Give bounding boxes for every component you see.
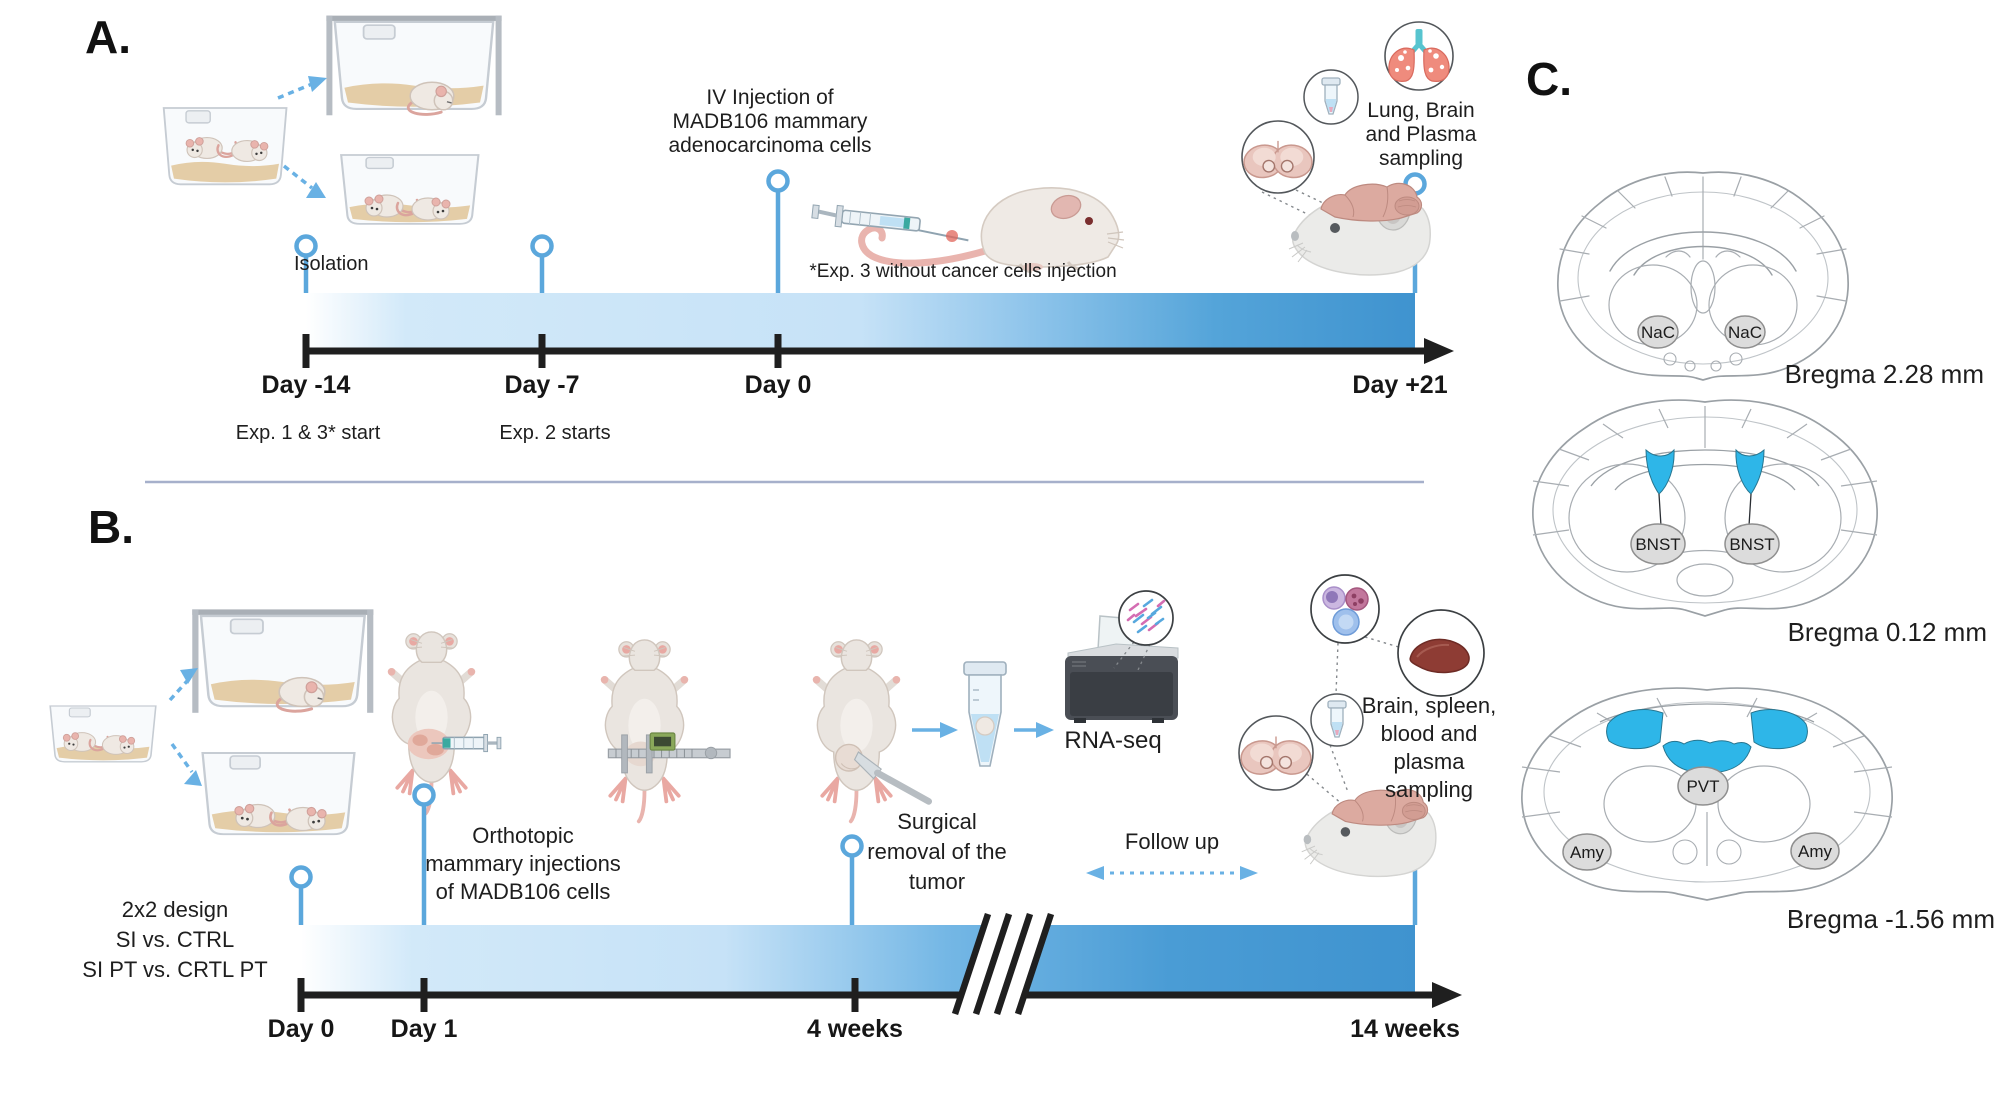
pin-marker-icon <box>769 172 788 191</box>
timeline-break-icon <box>951 912 1055 1016</box>
mammary-injection-rat-icon <box>388 632 502 813</box>
immune-cells-icon <box>1310 574 1380 644</box>
follow-up-label: Follow up <box>1124 829 1220 854</box>
tick-label-day-minus14: Day -14 <box>261 371 351 399</box>
iv-injection-label-line2: MADB106 mammary <box>672 110 868 133</box>
split-arrow-icon <box>168 668 202 786</box>
highlighted-region <box>1645 448 1675 495</box>
rnaseq-label: RNA-seq <box>1064 727 1162 754</box>
tick-label-b-4weeks: 4 weeks <box>807 1015 903 1043</box>
tick-label-day-0: Day 0 <box>744 371 812 399</box>
surgical-label-line3: tumor <box>908 869 966 894</box>
panel-b-cage-split <box>49 609 374 836</box>
pair-cage-icon <box>49 705 157 763</box>
isolation-label: Isolation <box>294 253 369 275</box>
rat-head-brain-icon <box>1288 182 1431 276</box>
tumor-removal-rat-icon <box>813 640 933 821</box>
tick-label-b-14weeks: 14 weeks <box>1350 1015 1460 1043</box>
timeline-a-bar <box>306 293 1415 351</box>
bregma-label-2: Bregma 0.12 mm <box>1787 617 1987 647</box>
orthotopic-label-line2: mammary injections <box>425 851 621 876</box>
panel-a-label: A. <box>85 11 131 63</box>
region-label-bubble <box>1677 766 1729 806</box>
bregma-label-1: Bregma 2.28 mm <box>1784 359 1984 389</box>
follow-up-arrow-icon <box>1086 866 1258 880</box>
iv-injection-label-line3: adenocarcinoma cells <box>668 134 872 157</box>
timeline-b <box>292 786 1462 1016</box>
tick-label-day-plus21: Day +21 <box>1352 371 1448 399</box>
highlighted-region <box>1735 448 1765 495</box>
pin-marker-icon <box>292 868 311 887</box>
region-label-amy-left: Amy <box>1570 843 1605 862</box>
surgical-label-line1: Surgical <box>897 809 977 834</box>
region-label-nac-right: NaC <box>1728 323 1762 342</box>
lungs-icon <box>1384 21 1454 91</box>
sampling-b-label-line1: Brain, spleen, <box>1361 693 1497 718</box>
region-label-bubble <box>1790 832 1840 870</box>
orthotopic-label-line1: Orthotopic <box>472 823 574 848</box>
region-label-bubble <box>1562 833 1612 871</box>
sampling-b-label-line2: blood and <box>1380 721 1478 746</box>
tick-label-day-minus7: Day -7 <box>504 371 580 399</box>
sampling-a-label-line3: sampling <box>1378 147 1464 170</box>
iv-injection-label-line1: IV Injection of <box>706 86 834 109</box>
surgical-label-line2: removal of the <box>867 839 1007 864</box>
orthotopic-label-line3: of MADB106 cells <box>435 879 611 904</box>
sampling-cluster-a <box>1241 21 1454 276</box>
caliper-measurement-rat-icon <box>601 640 731 821</box>
sample-tube-icon <box>963 661 1007 767</box>
design-label-line3: SI PT vs. CRTL PT <box>82 957 268 982</box>
sampling-b-label-line3: plasma <box>1393 749 1465 774</box>
region-label-bubble <box>1724 315 1766 349</box>
region-label-bnst-left: BNST <box>1635 535 1680 554</box>
design-label-line2: SI vs. CTRL <box>115 927 235 952</box>
sample-tube-icon <box>1303 69 1359 125</box>
sample-tube-icon <box>1310 693 1364 747</box>
sampling-a-label-line1: Lung, Brain <box>1367 99 1475 122</box>
spleen-icon <box>1397 609 1485 697</box>
rna-fragments-icon <box>1113 590 1174 671</box>
tick-label-b-day1: Day 1 <box>390 1015 458 1043</box>
region-label-bubble <box>1637 315 1679 349</box>
region-label-amy-right: Amy <box>1798 842 1833 861</box>
arrowhead-icon <box>1432 982 1462 1008</box>
timeline-a <box>297 172 1454 368</box>
brain-section-bregma-minus-1-56: PVT Amy Amy <box>1521 687 1893 901</box>
arrowhead-icon <box>1424 338 1454 364</box>
panel-a-cage-split <box>162 15 502 225</box>
pin-marker-icon <box>533 237 552 256</box>
sequencer-icon <box>1065 615 1179 723</box>
pin-marker-icon <box>843 837 862 856</box>
brain-section-bregma-2-28: NaC NaC <box>1557 171 1849 381</box>
rat-head-brain-icon <box>1300 788 1437 878</box>
region-label-bubble <box>1630 523 1686 565</box>
brain-slice-icon <box>1238 715 1314 791</box>
split-arrow-icon <box>277 76 327 198</box>
panel-c-label: C. <box>1526 53 1572 105</box>
highlighted-region <box>1606 709 1664 750</box>
bregma-label-3: Bregma -1.56 mm <box>1786 904 1995 934</box>
highlighted-region <box>1750 709 1808 750</box>
region-label-pvt: PVT <box>1686 777 1719 796</box>
pin-marker-icon <box>415 786 434 805</box>
region-label-bubble <box>1724 523 1780 565</box>
sampling-b-label-line4: sampling <box>1384 777 1474 802</box>
sampling-a-label-line2: and Plasma <box>1365 123 1477 146</box>
tail-vein-injection-icon <box>811 187 1125 274</box>
region-label-nac-left: NaC <box>1641 323 1675 342</box>
brain-slice-icon <box>1241 120 1315 194</box>
exp13-start-label: Exp. 1 & 3* start <box>235 422 381 444</box>
exp3-note: *Exp. 3 without cancer cells injection <box>809 261 1117 282</box>
region-label-bnst-right: BNST <box>1729 535 1774 554</box>
sampling-cluster-b <box>1238 574 1485 878</box>
tick-label-b-day0: Day 0 <box>267 1015 335 1043</box>
panel-b-label: B. <box>88 501 134 553</box>
brain-section-bregma-0-12: BNST BNST <box>1532 399 1878 617</box>
workflow-arrow-icon <box>912 722 1054 738</box>
design-label-line1: 2x2 design <box>121 897 229 922</box>
exp2-start-label: Exp. 2 starts <box>499 422 611 444</box>
